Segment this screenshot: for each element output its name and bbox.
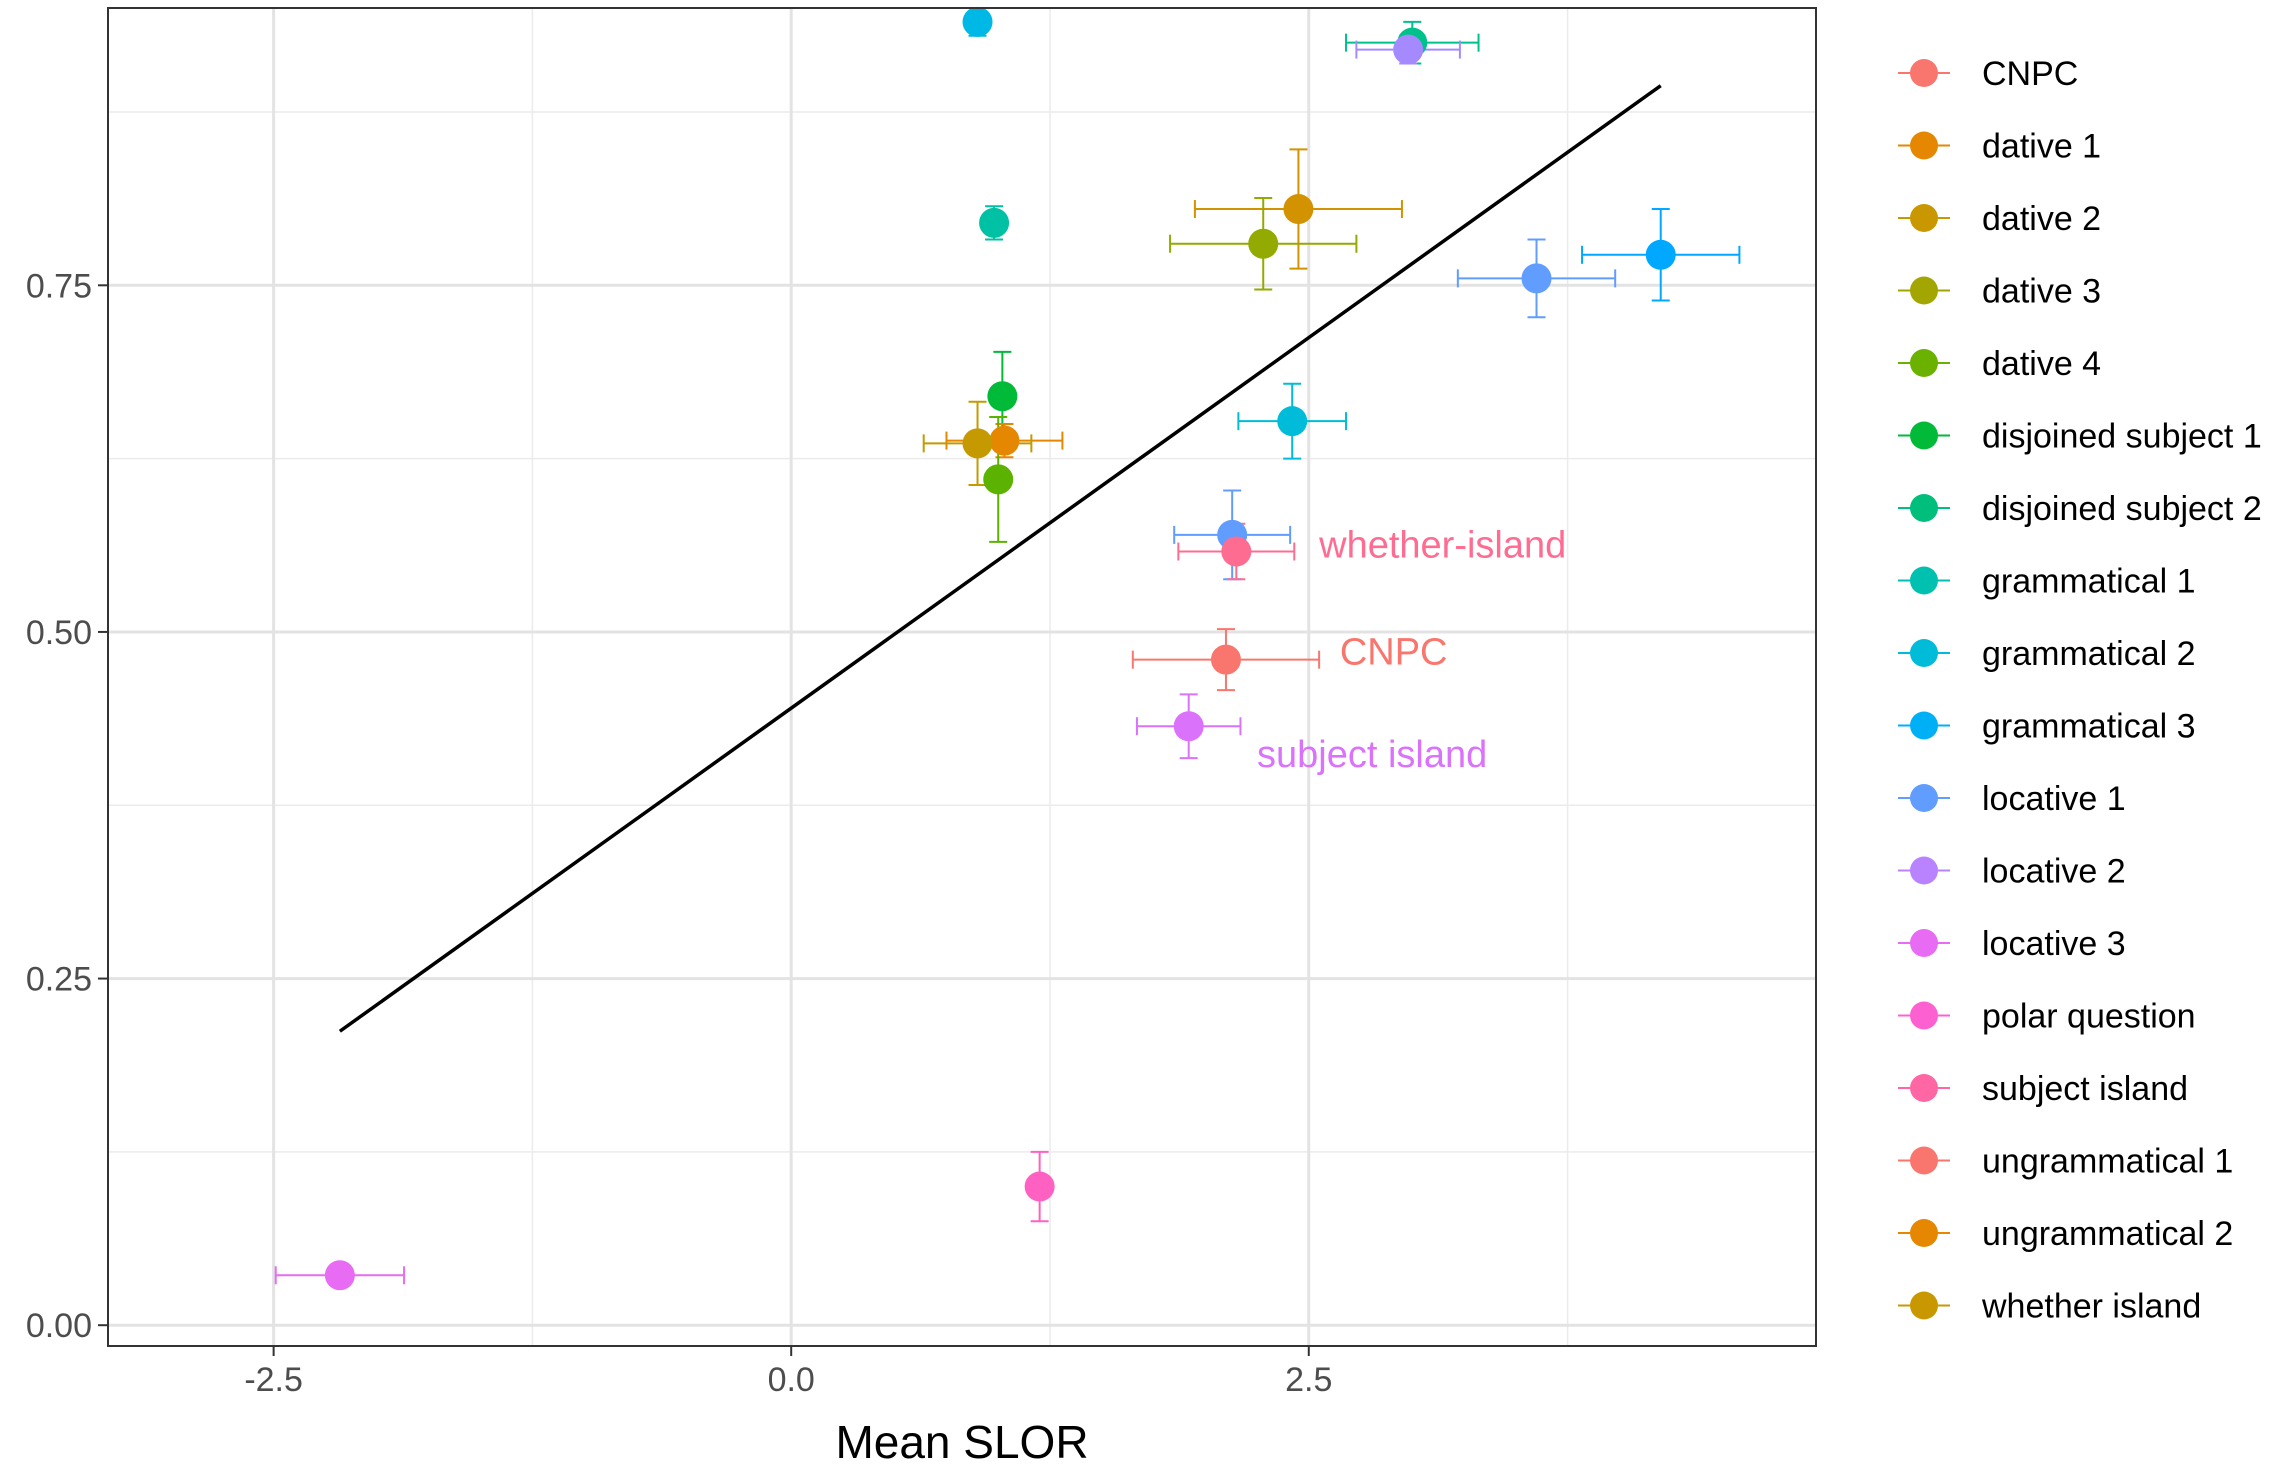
legend-key-dot	[1910, 1146, 1938, 1175]
legend-item: dative 4	[1898, 345, 2101, 383]
data-point	[983, 464, 1014, 495]
legend-item: subject island	[1898, 1070, 2188, 1108]
legend-label: locative 3	[1982, 925, 2126, 963]
data-point	[1248, 228, 1279, 259]
x-axis: -2.5 0.0 2.5	[244, 1346, 1332, 1399]
data-point	[1521, 263, 1552, 294]
fit-line	[338, 84, 1662, 1033]
legend-item: polar question	[1898, 998, 2196, 1036]
major-gridlines	[108, 8, 1816, 1346]
legend-item: locative 1	[1898, 780, 2126, 818]
data-point	[1221, 536, 1252, 567]
legend-label: ungrammatical 1	[1982, 1143, 2233, 1181]
legend-key-dot	[1910, 494, 1938, 522]
data-point	[1277, 406, 1308, 437]
legend-label: locative 1	[1982, 780, 2126, 818]
point-annotation: subject island	[1257, 734, 1487, 776]
data-point	[1210, 644, 1241, 675]
legend-key-dot	[1910, 639, 1938, 667]
minor-gridlines	[108, 8, 1816, 1346]
legend-item: locative 2	[1898, 853, 2126, 891]
data-point	[1283, 194, 1314, 225]
legend-key-dot	[1910, 421, 1938, 450]
legend-label: ungrammatical 2	[1982, 1215, 2233, 1253]
data-point	[1173, 711, 1204, 742]
data-point	[987, 381, 1018, 412]
legend-key-dot	[1910, 929, 1938, 957]
legend-label: polar question	[1982, 998, 2196, 1036]
legend-item: dative 3	[1898, 273, 2101, 311]
legend-item: ungrammatical 2	[1898, 1215, 2233, 1253]
legend-label: locative 2	[1982, 853, 2126, 891]
data-point	[1024, 1171, 1055, 1202]
legend-label: disjoined subject 1	[1982, 418, 2262, 456]
legend-key-dot	[1910, 1074, 1938, 1102]
legend-label: CNPC	[1982, 55, 2078, 93]
legend-label: dative 1	[1982, 128, 2101, 166]
legend-item: ungrammatical 1	[1898, 1143, 2233, 1181]
data-point	[324, 1260, 355, 1291]
legend-item: disjoined subject 1	[1898, 418, 2262, 456]
legend-key-dot	[1910, 59, 1938, 87]
legend-key-dot	[1910, 1001, 1938, 1030]
data-point	[989, 425, 1020, 456]
legend-key-dot	[1910, 711, 1938, 740]
legend-key-dot	[1910, 856, 1938, 885]
error-bars	[274, 7, 1741, 1285]
legend-key-dot	[1910, 204, 1938, 232]
data-point	[1645, 239, 1676, 270]
legend-label: dative 3	[1982, 273, 2101, 311]
legend-item: whether island	[1898, 1288, 2201, 1326]
data-point	[962, 428, 993, 459]
point-annotation: whether-island	[1318, 525, 1566, 567]
point-annotations: whether-island CNPC subject island	[1257, 525, 1566, 776]
legend-label: subject island	[1982, 1070, 2188, 1108]
x-axis-label: Mean SLOR	[835, 1416, 1088, 1468]
legend-label: whether island	[1981, 1288, 2201, 1326]
legend-item: CNPC	[1898, 55, 2078, 93]
data-point	[979, 207, 1010, 238]
legend-key-dot	[1910, 1219, 1938, 1247]
legend-label: grammatical 1	[1982, 563, 2196, 601]
y-tick-label: 0.25	[26, 961, 92, 999]
data-point	[962, 6, 993, 37]
legend-key-dot	[1910, 131, 1938, 160]
x-tick-label: 0.0	[768, 1361, 815, 1399]
legend-item: grammatical 1	[1898, 563, 2196, 601]
data-points	[324, 6, 1676, 1291]
y-tick-label: 0.00	[26, 1307, 92, 1345]
legend: CNPC dative 1 dative 2 dative 3 dative 4 disj…	[1898, 55, 2262, 1326]
legend-item: disjoined subject 2	[1898, 490, 2262, 528]
legend-label: grammatical 2	[1982, 635, 2196, 673]
legend-item: grammatical 3	[1898, 708, 2196, 746]
legend-item: locative 3	[1898, 925, 2126, 963]
legend-item: dative 1	[1898, 128, 2101, 166]
x-tick-label: -2.5	[244, 1361, 303, 1399]
legend-key-dot	[1910, 566, 1938, 595]
fit-line-group	[338, 84, 1662, 1033]
x-tick-label: 2.5	[1285, 1361, 1332, 1399]
legend-item: grammatical 2	[1898, 635, 2196, 673]
legend-item: dative 2	[1898, 200, 2101, 238]
legend-label: dative 4	[1982, 345, 2101, 383]
y-axis: 0.00 0.25 0.50 0.75	[26, 267, 108, 1345]
y-tick-label: 0.75	[26, 267, 92, 305]
legend-key-dot	[1910, 349, 1938, 377]
legend-label: grammatical 3	[1982, 708, 2196, 746]
legend-key-dot	[1910, 1291, 1938, 1320]
legend-label: disjoined subject 2	[1982, 490, 2262, 528]
point-annotation: CNPC	[1340, 631, 1448, 673]
legend-label: dative 2	[1982, 200, 2101, 238]
plot-panel-border	[107, 7, 1817, 1347]
legend-key-dot	[1910, 784, 1938, 812]
legend-key-dot	[1910, 276, 1938, 305]
data-point	[1393, 34, 1424, 65]
y-tick-label: 0.50	[26, 614, 92, 652]
